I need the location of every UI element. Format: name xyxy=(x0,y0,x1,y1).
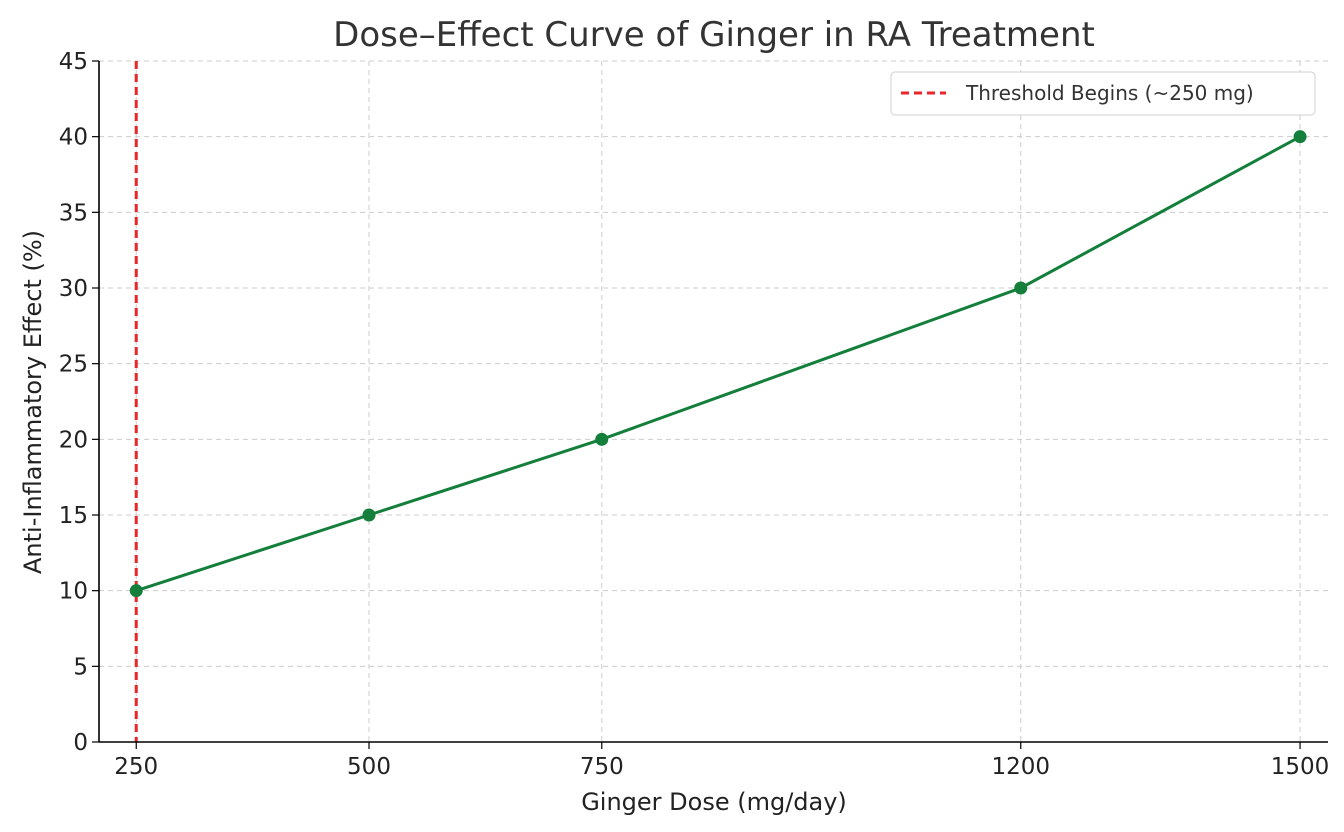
data-point xyxy=(362,508,376,522)
legend: Threshold Begins (~250 mg) xyxy=(890,71,1316,116)
y-tick-label: 10 xyxy=(59,579,88,605)
data-point xyxy=(1293,130,1307,144)
x-tick-label: 1200 xyxy=(991,754,1050,780)
legend-box xyxy=(890,71,1316,116)
axes-layer xyxy=(92,60,1328,749)
y-axis-label: Anti-Inflammatory Effect (%) xyxy=(19,230,47,574)
x-tick-label: 250 xyxy=(114,754,158,780)
data-point xyxy=(595,432,609,446)
tick-label-layer: 0 5 10 15 20 25 30 35 40 45 250 500 750 1200 1500 xyxy=(59,49,1330,780)
y-tick-label: 35 xyxy=(59,200,88,226)
y-tick-label: 20 xyxy=(59,427,88,453)
y-tick-label: 15 xyxy=(59,503,88,529)
x-tick-label: 500 xyxy=(347,754,391,780)
x-tick-label: 1500 xyxy=(1271,754,1330,780)
y-tick-label: 5 xyxy=(73,654,88,680)
data-point xyxy=(1014,281,1028,295)
y-tick-label: 45 xyxy=(59,49,88,75)
y-tick-label: 0 xyxy=(73,730,88,756)
grid-layer xyxy=(99,60,1328,743)
y-tick-label: 30 xyxy=(59,276,88,302)
y-tick-label: 40 xyxy=(59,125,88,151)
chart-title: Dose–Effect Curve of Ginger in RA Treatm… xyxy=(333,15,1095,55)
x-tick-label: 750 xyxy=(580,754,624,780)
series-layer xyxy=(129,130,1307,598)
x-axis-label: Ginger Dose (mg/day) xyxy=(581,788,847,816)
y-tick-label: 25 xyxy=(59,352,88,378)
data-point xyxy=(129,584,143,598)
legend-threshold-label: Threshold Begins (~250 mg) xyxy=(965,81,1254,105)
